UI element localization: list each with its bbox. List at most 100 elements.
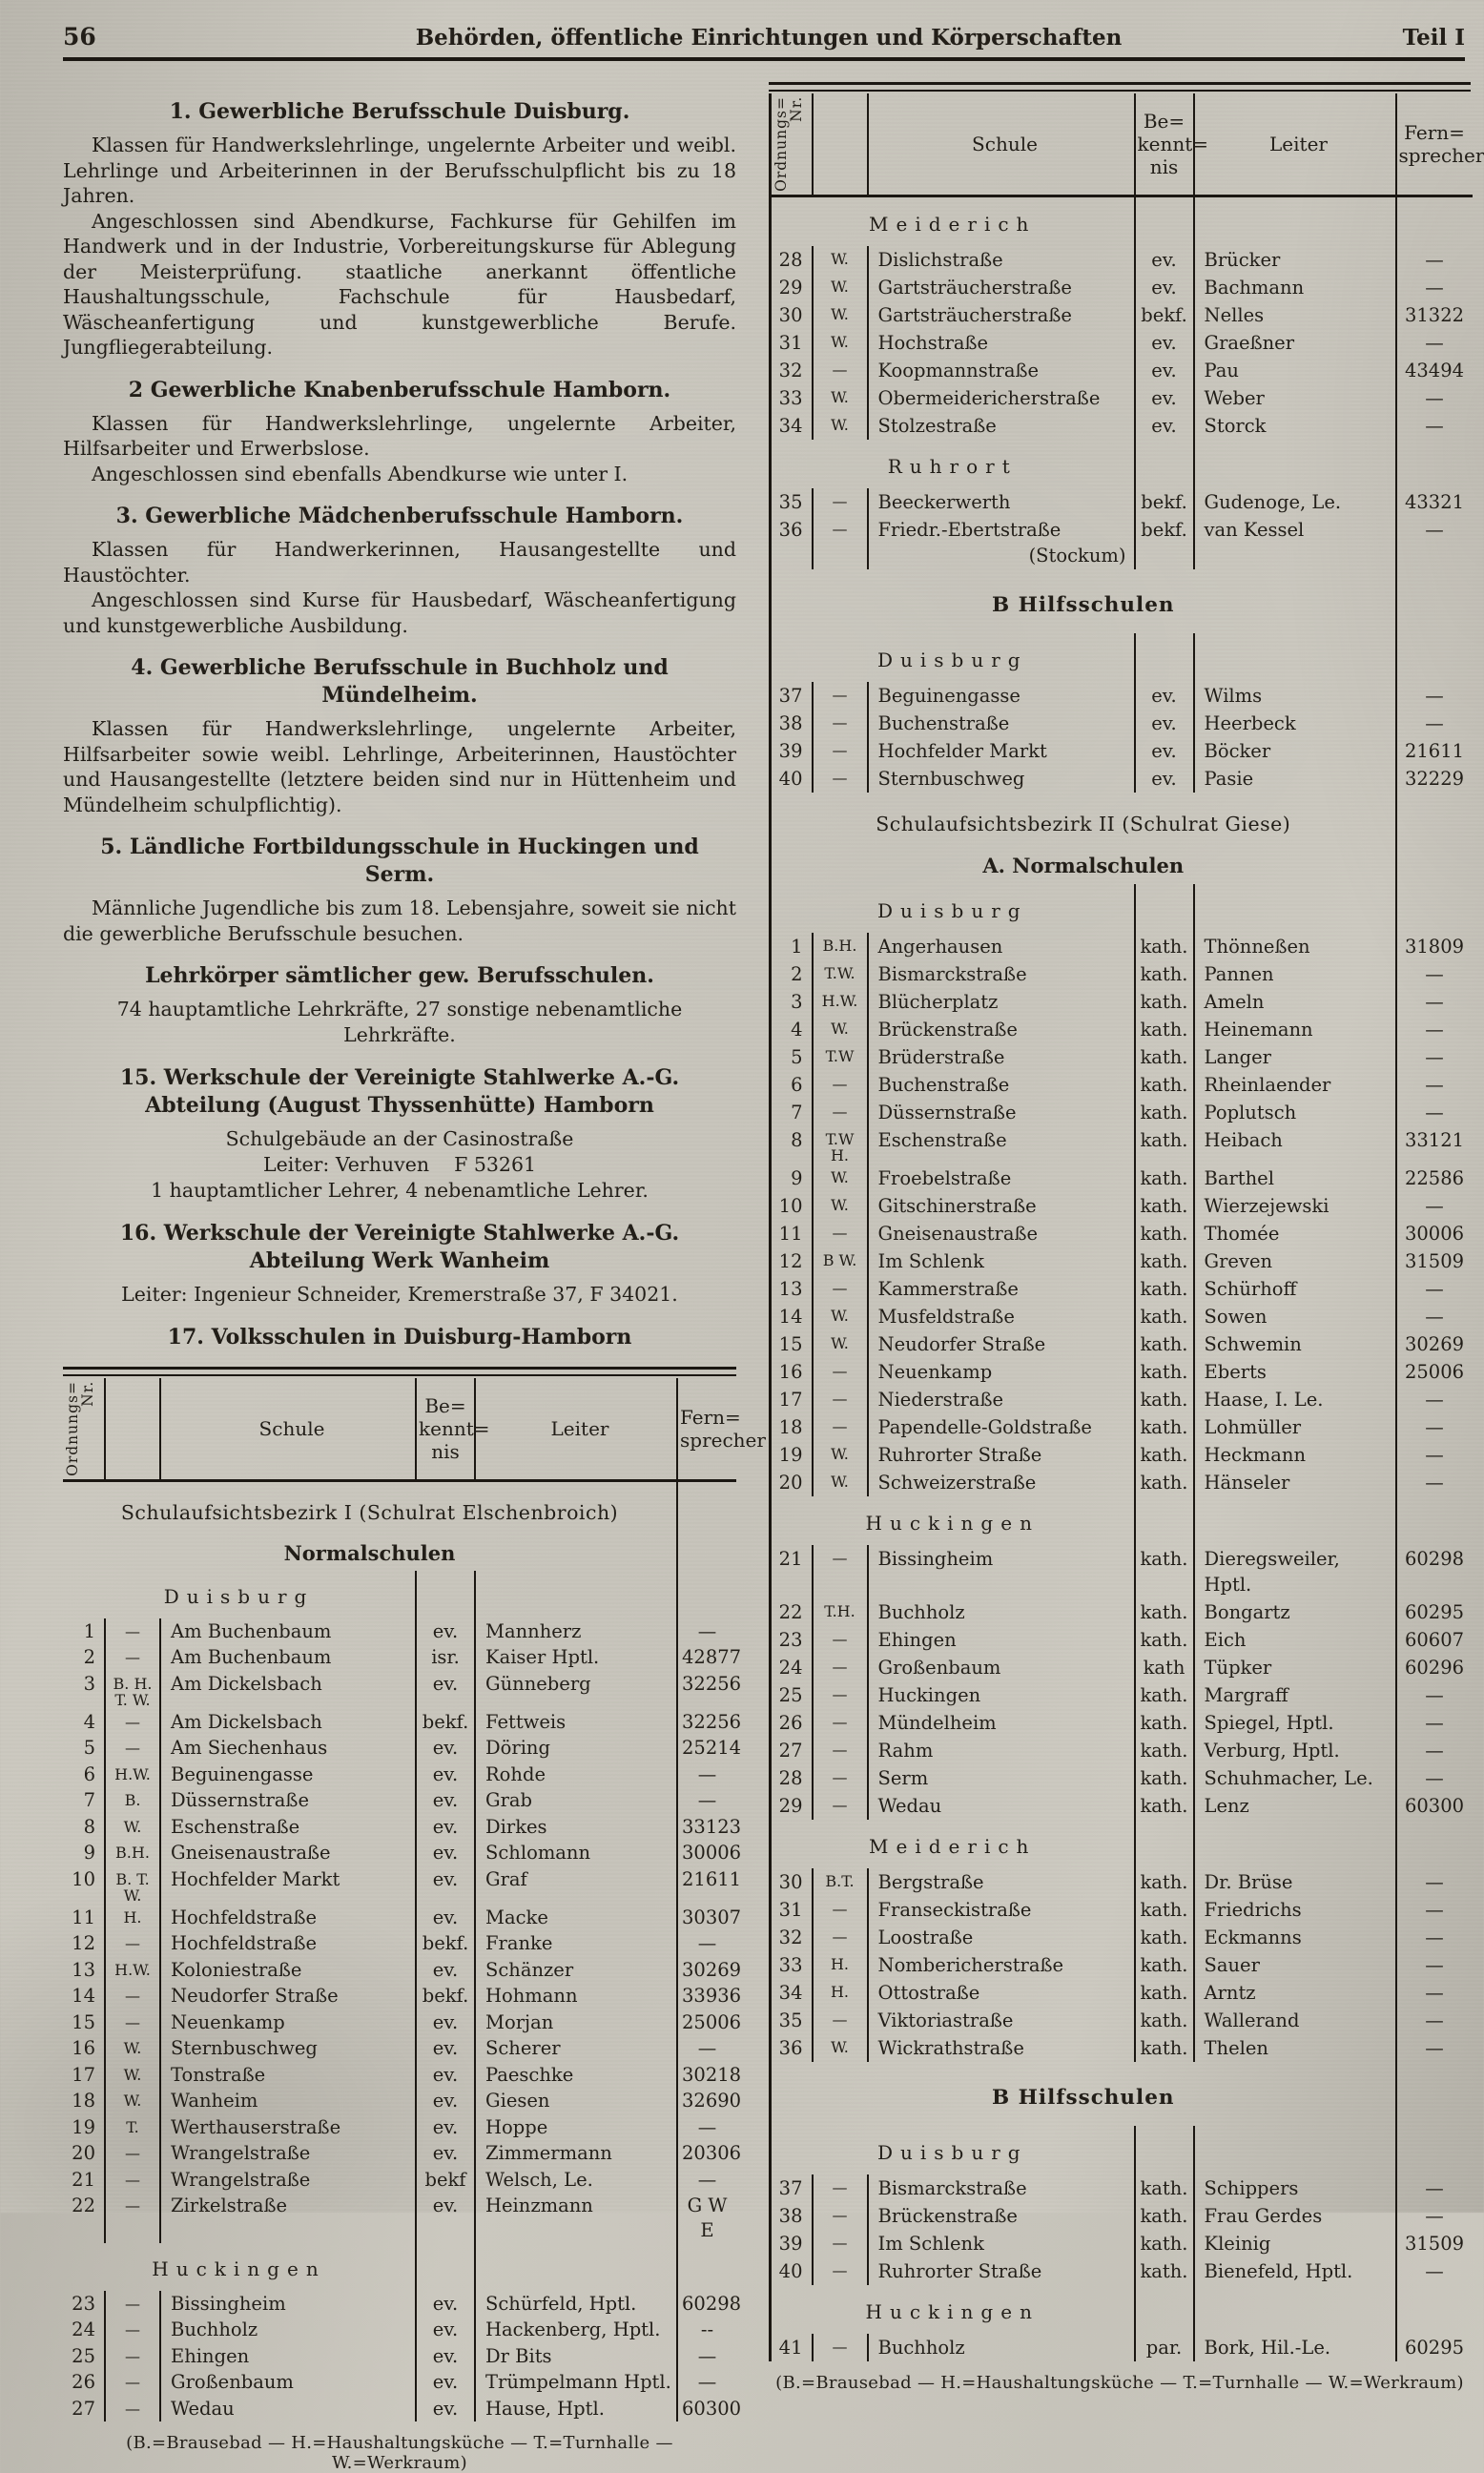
cell-confession: ev.: [1133, 682, 1195, 710]
cell-confession: ev.: [1133, 765, 1195, 793]
cell-leader: Ameln: [1204, 991, 1265, 1013]
cell-school: Wrangelstraße: [171, 2142, 311, 2165]
cell-confession: ev.: [1133, 357, 1195, 384]
schools-table-left: Ordnungs= Nr. Schule Be= kennt= nis Leit…: [63, 1378, 766, 2422]
cell-leader: Günneberg: [485, 1672, 591, 1695]
cell-nr: 4: [791, 1019, 803, 1041]
cell-facilities-abbr: —: [104, 1708, 161, 1736]
cell-facilities-abbr: W.: [811, 246, 869, 274]
cell-phone: 60607: [1394, 1626, 1473, 1654]
cell-confession: bekf.: [1133, 301, 1195, 329]
school-row: 4 W. Brückenstraße kath. Heinemann —: [771, 1016, 1473, 1043]
centered-line: 1 hauptamtlicher Lehrer, 4 nebenamtliche…: [151, 1179, 649, 1203]
school-row: 1 B.H. Angerhausen kath. Thönneßen 31809: [771, 933, 1473, 960]
cell-leader: Morjan: [485, 2010, 554, 2033]
place-heading-row: Duisburg: [771, 2126, 1473, 2174]
cell-leader: Dr Bits: [485, 2344, 552, 2367]
cell-nr: 14: [72, 1985, 95, 2008]
cell-leader: Pau: [1204, 360, 1239, 381]
cell-facilities-abbr: W.: [811, 1192, 869, 1220]
cell-phone: 60296: [1394, 1654, 1473, 1681]
cell-facilities-abbr: T.H.: [811, 1598, 869, 1626]
district-heading-row: Schulaufsichtsbezirk I (Schulrat Elschen…: [63, 1480, 736, 1534]
paragraph: Männliche Jugendliche bis zum 18. Lebens…: [63, 896, 736, 945]
school-row: 23 — Bissingheim ev. Schürfeld, Hptl. 60…: [63, 2290, 741, 2318]
cell-nr: 18: [778, 1416, 803, 1438]
cell-nr: 35: [778, 491, 803, 513]
cell-leader: Gudenoge, Le.: [1204, 491, 1342, 513]
cell-nr: 6: [791, 1074, 803, 1096]
cell-nr: 35: [778, 2009, 803, 2031]
cell-confession: bekf.: [415, 1930, 476, 1957]
cell-facilities-abbr: W.: [811, 412, 869, 440]
cell-facilities-abbr: —: [811, 765, 869, 793]
page-header: 56 Behörden, öffentliche Einrichtungen u…: [63, 23, 1465, 61]
cell-school: Viktoriastraße: [877, 2009, 1014, 2031]
cell-phone: 32229: [1394, 765, 1473, 793]
cell-phone: —: [1394, 1951, 1473, 1979]
cell-leader: Lenz: [1204, 1795, 1249, 1817]
cell-facilities-abbr: —: [811, 1764, 869, 1792]
cell-confession: kath.: [1133, 2007, 1195, 2034]
school-row: 10 B. T. W. Hochfelder Markt ev. Graf 21…: [63, 1865, 741, 1905]
school-row: 2 T.W. Bismarckstraße kath. Pannen —: [771, 960, 1473, 988]
school-row: 21 — Bissingheim kath. Dieregsweiler, Hp…: [771, 1545, 1473, 1598]
cell-confession: ev.: [415, 1670, 476, 1709]
cell-leader: Thelen: [1204, 2037, 1268, 2059]
cell-facilities-abbr: —: [811, 2230, 869, 2257]
cell-school: Musfeldstraße: [877, 1306, 1015, 1328]
cell-school: Hochfeldstraße: [171, 1906, 318, 1928]
cell-confession: ev.: [415, 2290, 476, 2318]
school-row: 18 — Papendelle-Goldstraße kath. Lohmüll…: [771, 1413, 1473, 1441]
cell-confession: bekf.: [415, 1983, 476, 2009]
cell-school: Buchholz: [877, 2337, 965, 2359]
place-heading-row: Huckingen: [771, 1496, 1473, 1545]
cell-leader: Graeßner: [1204, 332, 1295, 354]
cell-nr: 31: [778, 332, 803, 354]
cell-leader: Heerbeck: [1204, 712, 1296, 734]
cell-nr: 30: [778, 304, 803, 326]
cell-leader: Margraff: [1204, 1684, 1288, 1706]
cell-phone: —: [1394, 960, 1473, 988]
school-row: 6 — Buchenstraße kath. Rheinlaender —: [771, 1071, 1473, 1099]
cell-confession: ev.: [415, 2035, 476, 2062]
cell-facilities-abbr: —: [811, 1654, 869, 1681]
cell-phone: —: [1394, 2257, 1473, 2285]
cell-nr: 8: [83, 1815, 95, 1838]
cell-nr: 21: [72, 2168, 95, 2191]
cell-school: Angerhausen: [877, 936, 1003, 958]
place-heading-row: Duisburg: [63, 1571, 736, 1618]
cell-facilities-abbr: W.: [811, 1441, 869, 1469]
cell-school: Beguinengasse: [171, 1762, 314, 1785]
cell-leader: Franke: [485, 1932, 553, 1955]
cell-school: Wrangelstraße: [171, 2168, 311, 2191]
school-row: 27 — Wedau ev. Hause, Hptl. 60300: [63, 2395, 741, 2422]
cell-confession: kath.: [1133, 1441, 1195, 1469]
cell-facilities-abbr: T.W.: [811, 960, 869, 988]
cell-confession: kath.: [1133, 1099, 1195, 1126]
cell-phone: —: [1394, 682, 1473, 710]
cell-nr: 15: [72, 2010, 95, 2033]
school-row: 34 H. Ottostraße kath. Arntz —: [771, 1979, 1473, 2007]
cell-school: Hochfelder Markt: [171, 1867, 340, 1890]
cell-confession: kath.: [1133, 1979, 1195, 2007]
cell-nr: 30: [778, 1871, 803, 1893]
cell-leader: Bongartz: [1204, 1601, 1290, 1623]
cell-school: Im Schlenk: [877, 2233, 984, 2255]
cell-leader: Haase, I. Le.: [1204, 1389, 1324, 1411]
cell-nr: 27: [72, 2397, 95, 2420]
cell-leader: Schwemin: [1204, 1333, 1302, 1355]
cell-nr: 29: [778, 1795, 803, 1817]
school-row: 23 — Ehingen kath. Eich 60607: [771, 1626, 1473, 1654]
header-abbr: [811, 93, 869, 197]
cell-leader: Zimmermann: [485, 2142, 612, 2165]
school-row: 9 B.H. Gneisenaustraße ev. Schlomann 300…: [63, 1840, 741, 1866]
cell-phone: 30307: [676, 1904, 741, 1931]
cell-confession: ev.: [415, 1956, 476, 1984]
cell-nr: 34: [778, 415, 803, 437]
cell-confession: ev.: [415, 2342, 476, 2370]
cell-facilities-abbr: W.: [811, 1303, 869, 1330]
cell-phone: —: [1394, 2174, 1473, 2202]
header-fernsprecher: Fern= sprecher: [676, 1378, 766, 1483]
cell-confession: kath.: [1133, 1330, 1195, 1358]
